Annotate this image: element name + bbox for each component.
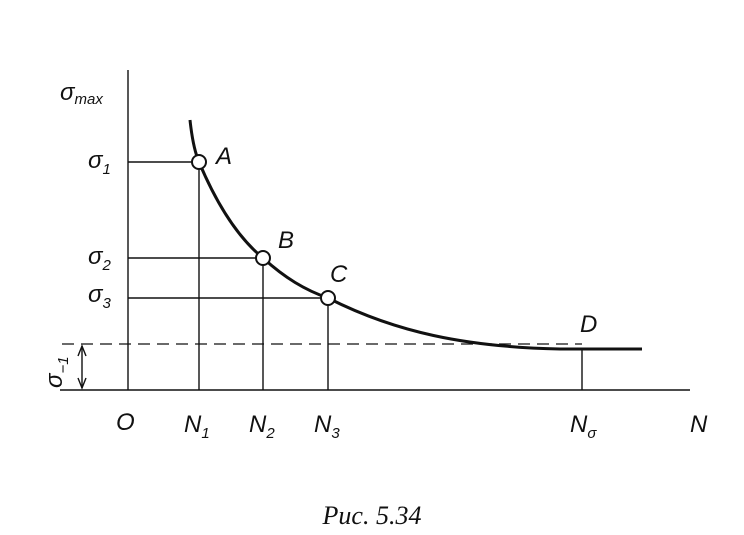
label-sub: 3 xyxy=(331,425,340,442)
label-base: σ xyxy=(88,243,104,270)
point-marker xyxy=(255,250,271,266)
origin-label: O xyxy=(116,409,135,436)
x-level-label: Nσ xyxy=(570,411,597,442)
point-marker xyxy=(320,290,336,306)
label-base: N xyxy=(184,411,202,438)
point-label: B xyxy=(278,227,294,254)
label-sub: 1 xyxy=(102,161,110,178)
x-axis-label: N xyxy=(690,411,708,438)
label-base: N xyxy=(570,411,588,438)
label-base: N xyxy=(314,411,332,438)
label-sub: 2 xyxy=(101,257,111,274)
point-label: C xyxy=(330,261,348,288)
point-marker xyxy=(191,154,207,170)
label-base: σ xyxy=(88,147,104,174)
label-sub: −1 xyxy=(55,356,72,373)
label-sub: σ xyxy=(587,425,597,442)
point-label: A xyxy=(214,143,232,170)
y-level-label: σ1 xyxy=(88,147,111,178)
label-base: σ xyxy=(88,281,104,308)
fatigue-curve xyxy=(188,119,642,351)
label-sub: max xyxy=(74,91,103,108)
y-level-label: σ3 xyxy=(88,281,111,312)
y-axis-label: σmax xyxy=(60,79,103,108)
y-level-label: σ2 xyxy=(88,243,111,274)
label-sub: 2 xyxy=(265,425,275,442)
x-level-label: N1 xyxy=(184,411,210,442)
dimension-arrows xyxy=(77,344,87,390)
label-sub: 1 xyxy=(201,425,209,442)
endurance-label: σ−1 xyxy=(41,356,72,388)
caption: Рис. 5.34 xyxy=(322,501,422,530)
label-sub: 3 xyxy=(102,295,111,312)
point-label: D xyxy=(580,311,597,338)
x-level-label: N2 xyxy=(249,411,275,442)
label-base: σ xyxy=(41,372,68,388)
label-base: N xyxy=(249,411,267,438)
label-base: σ xyxy=(60,79,76,106)
x-level-label: N3 xyxy=(314,411,340,442)
